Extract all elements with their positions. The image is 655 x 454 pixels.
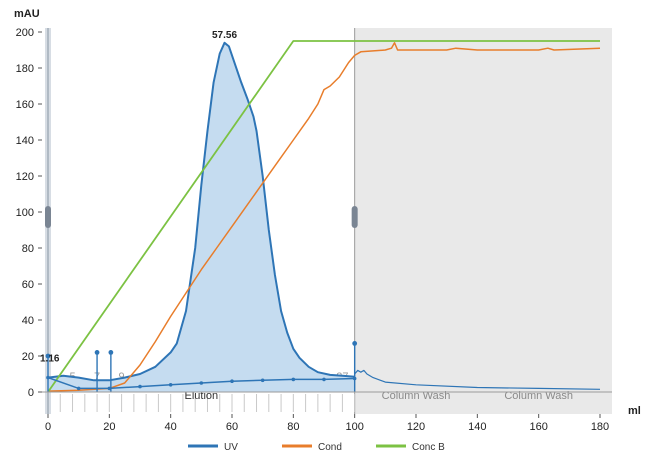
x-tick-label: 100 <box>345 421 363 433</box>
y-tick-label: 200 <box>16 27 34 39</box>
legend-label: Cond <box>318 442 342 453</box>
x-tick-label: 60 <box>226 421 238 433</box>
baseline-point <box>230 379 234 384</box>
injection-marker-head <box>352 341 358 346</box>
baseline-point <box>138 384 142 389</box>
legend: UV Cond Conc B <box>188 442 445 453</box>
y-tick-label: 120 <box>16 171 34 183</box>
plot-layer <box>45 40 601 393</box>
peak-value-label: 57.56 <box>212 30 237 41</box>
baseline-point <box>168 383 173 387</box>
y-tick-label: 140 <box>16 135 34 147</box>
y-tick-label: 40 <box>22 315 34 327</box>
injection-marker-head <box>108 350 114 355</box>
injection-marker-head <box>94 350 100 355</box>
baseline-point <box>291 377 296 382</box>
cond-line <box>47 42 601 392</box>
uv-peak-area <box>48 42 355 393</box>
uv-line <box>47 41 355 382</box>
y-tick-label: 20 <box>22 351 34 363</box>
y-tick-label: 160 <box>16 99 34 111</box>
region-label-column-wash: Column Wash <box>504 390 573 402</box>
y-tick-label: 80 <box>22 243 34 255</box>
baseline-point <box>322 377 326 382</box>
x-tick-label: 0 <box>45 421 51 433</box>
legend-label: Conc B <box>412 442 445 453</box>
axes-layer: 0 20 40 60 80 100 120 140 160 180 0 20 40 60 80 100 120 1… <box>16 27 612 433</box>
y-tick-label: 100 <box>16 207 34 219</box>
y-tick-label: 0 <box>28 387 34 399</box>
start-value-label: 1.16 <box>40 354 60 365</box>
x-tick-label: 140 <box>468 421 486 433</box>
baseline-point <box>199 381 204 385</box>
column-wash-region <box>354 28 612 414</box>
region-label-column-wash: Column Wash <box>382 390 451 402</box>
x-tick-label: 120 <box>407 421 425 433</box>
x-tick-label: 20 <box>103 421 115 433</box>
baseline-point <box>260 378 265 383</box>
injection-marker-head <box>45 353 51 359</box>
region-label-elution: Elution <box>185 390 219 402</box>
start-boundary-handle <box>45 206 51 228</box>
chart-background-layer: 579111315171921232527ElutionColumn WashC… <box>45 28 612 414</box>
legend-label: UV <box>224 442 238 453</box>
x-axis-unit-label: ml <box>628 405 641 417</box>
x-tick-label: 160 <box>529 421 547 433</box>
x-tick-label: 180 <box>591 421 609 433</box>
y-tick-label: 180 <box>16 63 34 75</box>
labels-layer: mAU ml 57.56 1.16 <box>14 8 641 417</box>
conc-b-line <box>47 40 600 393</box>
baseline-point <box>76 386 81 391</box>
uv-wash-line <box>354 369 601 390</box>
y-axis-unit-label: mAU <box>14 8 40 20</box>
x-tick-label: 40 <box>165 421 177 433</box>
y-tick-label: 60 <box>22 279 34 291</box>
x-tick-label: 80 <box>287 421 299 433</box>
column-wash-boundary-handle <box>351 206 358 228</box>
fraction-label: 9 <box>119 371 125 383</box>
